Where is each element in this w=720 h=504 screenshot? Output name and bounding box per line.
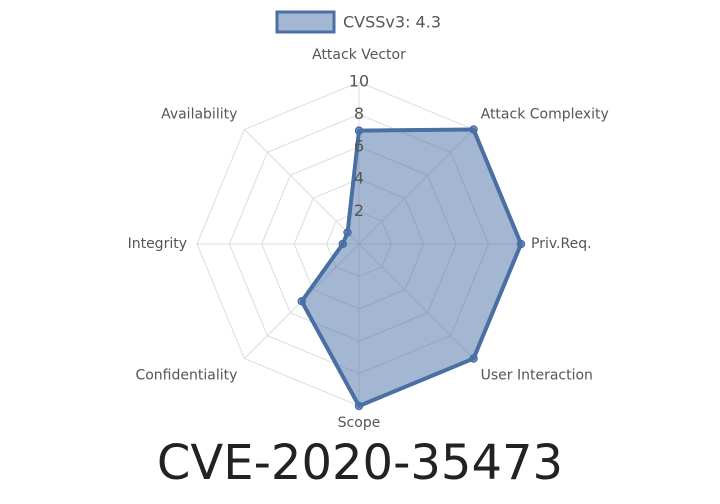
r-tick-label: 2 [354,201,364,220]
legend-label: CVSSv3: 4.3 [343,13,441,32]
axis-label: Availability [161,106,237,122]
data-point [469,125,478,134]
axis-label: Attack Vector [312,47,406,63]
data-point [354,401,364,411]
data-point [343,228,352,237]
axis-label: User Interaction [481,368,593,384]
spoke [244,129,360,245]
r-tick-label: 6 [354,136,364,155]
chart-title: CVE-2020-35473 [157,435,563,491]
data-point [354,126,364,135]
series-area [299,127,523,408]
axis-label: Priv.Req. [531,236,592,252]
axis-label: Confidentiality [135,368,237,384]
plot: 2 4 6 8 10 [297,72,526,411]
data-point [297,297,306,306]
data-point [338,239,348,249]
r-tick-label: 10 [349,72,369,91]
r-tick-label: 4 [354,169,364,188]
data-point [516,239,526,249]
data-point [469,354,478,363]
axis-label: Scope [338,415,381,431]
legend-swatch [275,10,336,34]
axis-label: Attack Complexity [481,106,609,122]
r-tick-label: 8 [354,104,364,123]
axis-label: Integrity [128,236,187,252]
